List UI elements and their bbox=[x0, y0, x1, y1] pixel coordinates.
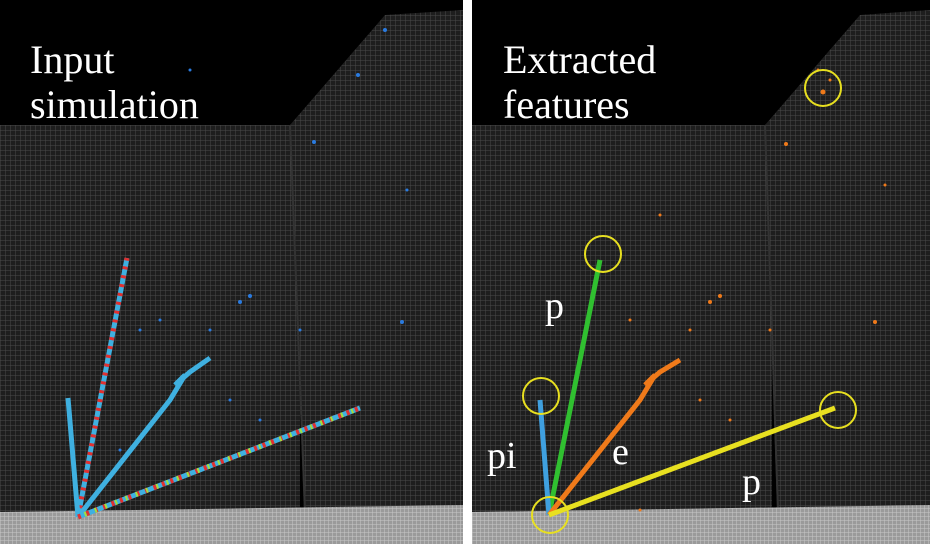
title-line: Extracted bbox=[503, 37, 656, 82]
title-line: Input bbox=[30, 37, 114, 82]
back-wall bbox=[0, 125, 300, 525]
figure: Input simulation Extracted features p bbox=[0, 0, 930, 544]
particle-label: e bbox=[612, 431, 629, 473]
left-panel: Input simulation bbox=[0, 0, 463, 544]
right-panel: Extracted features p pi e p bbox=[472, 0, 930, 544]
particle-label: pi bbox=[487, 435, 517, 477]
particle-label: p bbox=[545, 285, 564, 327]
title-line: simulation bbox=[30, 82, 199, 127]
particle-label: p bbox=[742, 461, 761, 503]
title-line: features bbox=[503, 82, 630, 127]
